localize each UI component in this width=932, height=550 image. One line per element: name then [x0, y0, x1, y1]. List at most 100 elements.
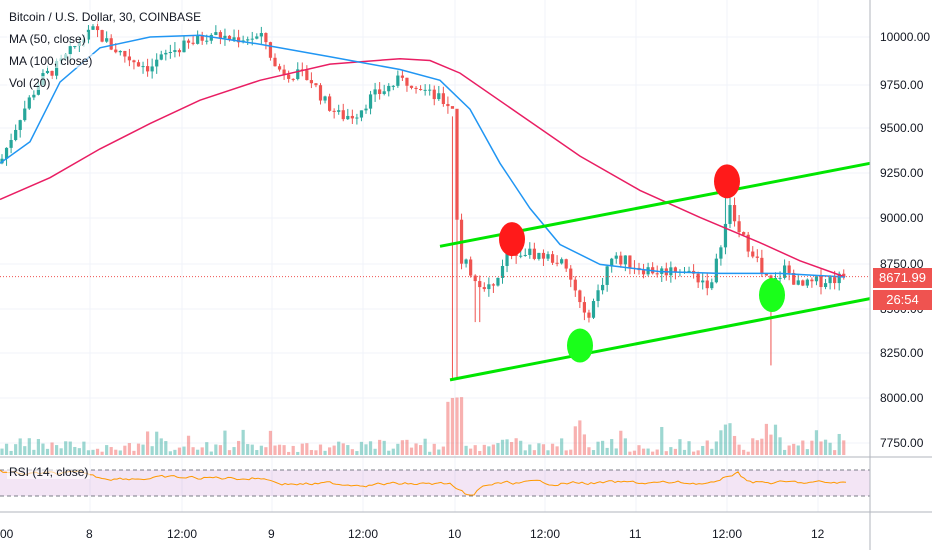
- volume-bar: [200, 447, 204, 455]
- candle-body: [50, 70, 54, 76]
- candle: [842, 269, 846, 280]
- volume-bar: [487, 446, 491, 455]
- volume-bar: [9, 450, 13, 455]
- swing-high-marker[interactable]: [714, 164, 740, 199]
- candle-body: [32, 94, 36, 98]
- candle: [564, 258, 568, 272]
- volume-bar: [837, 433, 841, 455]
- candle-body: [173, 50, 177, 53]
- candle: [214, 25, 218, 36]
- volume-bar: [318, 444, 323, 455]
- volume-bar: [173, 449, 177, 455]
- candle-body: [368, 94, 373, 109]
- volume-bar: [678, 439, 682, 455]
- price-tick-label: 8250.00: [880, 346, 924, 360]
- volume-bar: [159, 438, 163, 455]
- candle-body: [601, 284, 605, 291]
- candle-body: [400, 75, 404, 78]
- time-axis[interactable]: 00 8 12:00 9 12:00 10 12:00 11 12:00 12: [0, 511, 932, 541]
- candle: [350, 109, 354, 125]
- volume-bar: [164, 441, 168, 455]
- candle: [314, 83, 318, 88]
- volume-bar: [482, 444, 486, 455]
- price-tick-label: 8750.00: [880, 257, 924, 271]
- legend-ma100[interactable]: MA (100, close): [7, 53, 95, 69]
- swing-low-marker[interactable]: [759, 278, 785, 313]
- volume-bar: [300, 443, 304, 455]
- candle: [109, 34, 113, 51]
- volume-bar: [196, 449, 200, 455]
- volume-bar: [291, 445, 295, 455]
- candle: [464, 258, 468, 268]
- volume-bar: [796, 445, 800, 455]
- volume-bar: [801, 440, 805, 455]
- candle-body: [305, 70, 309, 81]
- candle: [382, 84, 386, 96]
- volume-bar: [309, 449, 313, 455]
- candle-body: [569, 268, 573, 280]
- volume-bar: [500, 439, 505, 455]
- candle: [127, 48, 131, 67]
- candle-body: [655, 273, 659, 275]
- candle-body: [696, 273, 700, 283]
- candle-body: [450, 106, 455, 109]
- legend-vol[interactable]: Vol (20): [7, 75, 53, 91]
- candle: [159, 50, 163, 61]
- volume-bar: [132, 450, 136, 455]
- candle-body: [114, 49, 118, 53]
- candle: [701, 272, 705, 290]
- volume-bar: [86, 450, 91, 455]
- candle-body: [805, 279, 809, 286]
- candles: [0, 20, 846, 380]
- swing-markers[interactable]: [499, 164, 785, 363]
- candle: [673, 266, 677, 280]
- time-tick-label: 12:00: [167, 527, 197, 541]
- candle: [32, 90, 36, 101]
- volume-bar: [610, 439, 614, 455]
- price-tick-label: 9500.00: [880, 121, 924, 135]
- volume-bar: [387, 450, 391, 455]
- volume-bar: [296, 451, 300, 455]
- candle: [18, 119, 22, 138]
- candle: [282, 64, 286, 80]
- candle-body: [555, 262, 559, 264]
- time-tick-label: 9: [268, 527, 275, 541]
- volume-bar: [432, 443, 436, 455]
- candle-body: [801, 280, 805, 286]
- candle-body: [623, 255, 627, 265]
- price-tick-label: 8000.00: [880, 391, 924, 405]
- gridlines: [0, 0, 870, 512]
- candle-body: [673, 267, 677, 273]
- candle-body: [719, 247, 723, 259]
- symbol-title: Bitcoin / U.S. Dollar, 30, COINBASE: [7, 10, 204, 24]
- candle-body: [223, 35, 227, 39]
- candle: [359, 110, 364, 122]
- candle-body: [714, 258, 718, 283]
- candle: [355, 113, 359, 125]
- candle: [523, 248, 527, 257]
- candle: [828, 275, 832, 290]
- volume-bar: [541, 444, 546, 455]
- candle-body: [778, 277, 782, 279]
- volume-bar: [459, 397, 464, 455]
- volume-bar: [23, 446, 27, 455]
- legend-ma50[interactable]: MA (50, close): [7, 31, 88, 47]
- candle-body: [641, 270, 646, 275]
- volume-bar: [437, 449, 441, 455]
- candle-body: [760, 257, 764, 274]
- swing-low-marker[interactable]: [567, 328, 593, 363]
- volume-bar: [783, 449, 787, 455]
- candle: [792, 269, 796, 285]
- volume-bar: [464, 445, 468, 455]
- current-price-badge: 8671.99: [873, 268, 932, 288]
- volume-bar: [696, 450, 700, 455]
- swing-high-marker[interactable]: [499, 222, 525, 257]
- candle-body: [751, 251, 755, 257]
- candle-body: [105, 38, 109, 42]
- candle-body: [728, 205, 732, 224]
- legend-rsi[interactable]: RSI (14, close): [7, 464, 91, 480]
- candle: [300, 62, 304, 77]
- candle-body: [814, 276, 819, 282]
- volume-bar: [423, 438, 427, 455]
